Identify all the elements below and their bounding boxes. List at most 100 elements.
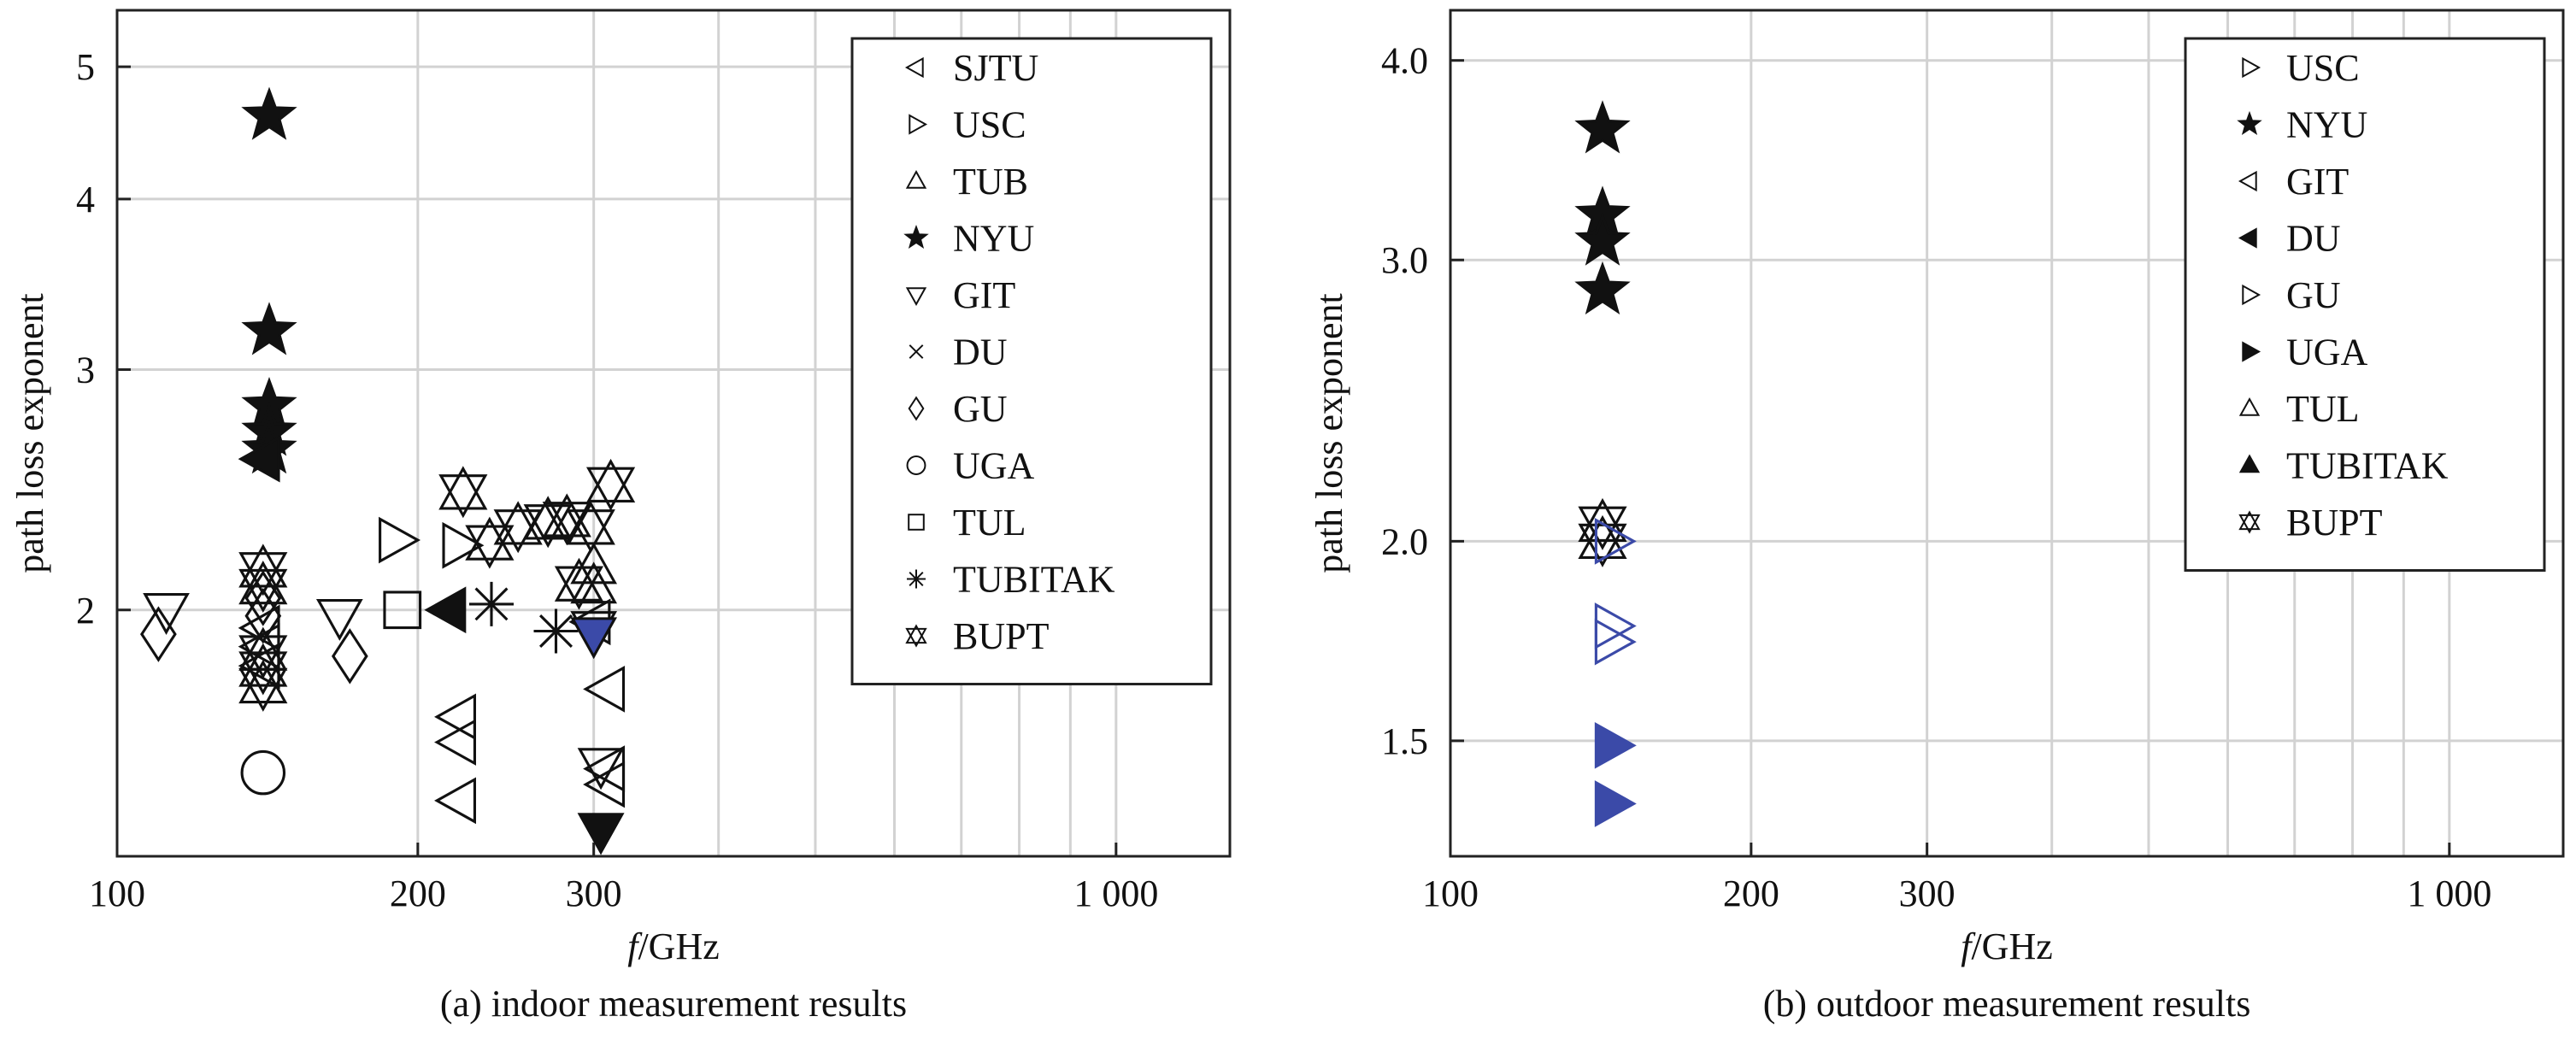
plot-frame	[1449, 9, 2565, 858]
legend-marker	[2238, 454, 2261, 473]
data-point	[238, 544, 288, 596]
y-tick-label: 2.0	[1381, 520, 1428, 562]
legend-label: TUB	[953, 161, 1028, 203]
legend-marker	[2237, 110, 2262, 136]
data-point	[585, 458, 636, 511]
x-tick-label: 1 000	[1073, 873, 1158, 914]
legend-marker	[2242, 341, 2261, 362]
axis-ticks: 100 200 300 1 000 2 3 4 5	[76, 46, 1158, 914]
caption-indoor: (a) indoor measurement results	[440, 983, 907, 1025]
data-point	[238, 435, 280, 483]
y-tick-label: 5	[76, 46, 95, 88]
legend-marker	[2238, 397, 2261, 416]
data-point	[1594, 721, 1637, 769]
legend-marker	[2238, 510, 2261, 534]
legend-label: BUPT	[2286, 502, 2383, 544]
data-point	[241, 86, 297, 140]
legend-marker	[909, 114, 928, 135]
legend-label: GIT	[2286, 161, 2349, 203]
data-point	[438, 466, 488, 519]
data-point	[577, 813, 625, 855]
data-point	[379, 516, 421, 564]
data-point	[1578, 497, 1627, 550]
axis-ticks: 100 200 300 1 000 1.5 2.0 3.0 4.0	[1381, 40, 2491, 914]
legend-label: GIT	[953, 274, 1015, 316]
x-axis-title: f/GHz	[627, 925, 720, 967]
legend-label: SJTU	[953, 47, 1038, 89]
legend-label: USC	[2286, 47, 2360, 89]
x-tick-label: 300	[566, 873, 622, 914]
data-point	[1574, 100, 1631, 154]
data-point	[140, 606, 177, 662]
legend-marker	[2238, 170, 2257, 192]
y-axis-title: path loss exponent	[1309, 293, 1350, 573]
chart-panel-outdoor: 100 200 300 1 000 1.5 2.0 3.0 4.0 USC NYU GIT DU GU…	[1309, 9, 2565, 1025]
legend-marker	[909, 344, 924, 359]
data-point	[1574, 261, 1631, 315]
legend-marker	[2242, 284, 2261, 306]
legend-label: TUBITAK	[953, 559, 1115, 601]
data-point	[523, 496, 573, 549]
data-point	[533, 608, 579, 654]
data-point	[238, 643, 288, 696]
data-point	[238, 659, 288, 712]
data-point	[315, 598, 363, 641]
legend-label: UGA	[2286, 332, 2368, 373]
data-point	[570, 617, 618, 660]
legend-label: DU	[2286, 218, 2341, 260]
data-point	[240, 749, 286, 796]
y-tick-label: 3	[76, 349, 95, 391]
data-point	[1594, 780, 1637, 827]
legend-marker	[907, 569, 926, 589]
data-point	[1594, 518, 1637, 565]
data-point	[1594, 602, 1637, 649]
data-point	[424, 586, 467, 634]
x-tick-label: 1 000	[2407, 873, 2491, 914]
data-point	[241, 302, 297, 355]
legend-marker	[2238, 227, 2257, 249]
legend-label: USC	[953, 104, 1026, 146]
data-point	[1594, 618, 1637, 666]
x-axis-title: f/GHz	[1961, 925, 2053, 967]
legend-box	[850, 37, 1213, 685]
data-point	[566, 501, 615, 554]
legend-marker	[903, 225, 929, 250]
legend-marker	[908, 514, 925, 531]
data-point	[383, 591, 422, 630]
y-axis-title: path loss exponent	[9, 293, 51, 573]
data-point	[434, 719, 476, 766]
legend: SJTU USC TUB NYU GIT DU GU UGA TUL TUBITAK BUPT	[850, 37, 1213, 685]
caption-outdoor: (b) outdoor measurement results	[1763, 983, 2251, 1025]
legend-marker	[906, 455, 926, 475]
legend-marker	[905, 287, 927, 307]
legend-label: TUBITAK	[2286, 445, 2449, 487]
data-point	[577, 748, 625, 790]
legend-marker	[2242, 56, 2261, 79]
x-tick-label: 300	[1899, 873, 1956, 914]
data-point	[583, 761, 626, 808]
data-point	[469, 581, 514, 626]
data-point	[583, 666, 626, 713]
y-tick-label: 3.0	[1381, 239, 1428, 281]
chart-panel-indoor: 100 200 300 1 000 2 3 4 5 SJTU USC TUB NYU GIT DU GU U…	[9, 9, 1232, 1025]
legend-label: TUL	[2286, 388, 2360, 430]
data-point	[465, 516, 515, 569]
data-point	[244, 587, 282, 644]
y-tick-label: 2	[76, 590, 95, 632]
legend-label: UGA	[953, 445, 1035, 487]
legend-label: BUPT	[953, 615, 1050, 657]
legend-marker	[905, 169, 927, 189]
legend-label: GU	[2286, 274, 2341, 316]
data-point	[442, 521, 485, 569]
legend-marker	[904, 56, 924, 79]
legend-label: DU	[953, 332, 1008, 373]
legend-marker	[905, 624, 927, 648]
data-point	[570, 561, 618, 604]
data-points	[140, 86, 636, 855]
y-tick-label: 4.0	[1381, 40, 1428, 82]
plot-frame	[115, 9, 1232, 858]
legend-label: NYU	[2286, 104, 2367, 146]
x-tick-label: 100	[89, 873, 145, 914]
legend-label: NYU	[953, 218, 1034, 260]
